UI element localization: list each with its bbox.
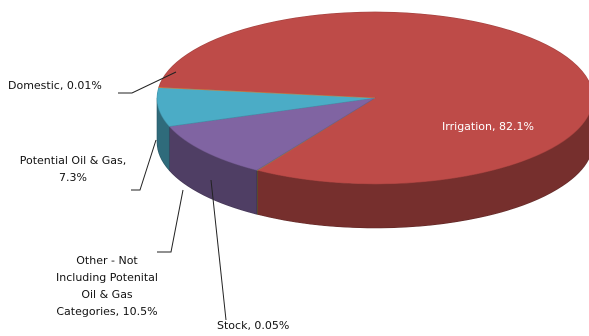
data-label-line: Oil & Gas xyxy=(81,288,133,301)
data-label-potential-oil-gas: Potential Oil & Gas, 7.3% xyxy=(20,154,127,184)
leader-line-domestic xyxy=(118,71,177,94)
leader-line-stock xyxy=(210,179,227,321)
data-label-other-not-including-potenital-oil-gas-categories: Other - Not Including Potenital Oil & Gas C… xyxy=(56,254,158,318)
data-label-line: Other - Not xyxy=(76,254,138,267)
label-leader-lines xyxy=(118,71,227,321)
data-label-domestic: Domestic, 0.01% xyxy=(8,79,102,92)
leader-line-potential-oil-gas xyxy=(131,139,157,191)
data-label-stock: Stock, 0.05% xyxy=(217,319,289,332)
pie-top-faces xyxy=(156,11,589,185)
data-label-line: 7.3% xyxy=(59,171,87,184)
data-label-line: Including Potenital xyxy=(56,271,158,284)
data-label-line: Domestic, 0.01% xyxy=(8,79,102,92)
slice-potential-oil-gas xyxy=(156,87,376,127)
leader-line-other-not-including-potenital-oil-gas-categories xyxy=(157,189,184,253)
data-label-irrigation: Irrigation, 82.1% xyxy=(442,120,534,133)
data-label-line: Irrigation, 82.1% xyxy=(442,120,534,133)
slice-domestic xyxy=(158,87,376,99)
data-label-line: Potential Oil & Gas, xyxy=(20,154,127,167)
slice-other-not-including-potenital-oil-gas-categories xyxy=(168,97,376,171)
data-label-line: Stock, 0.05% xyxy=(217,319,289,332)
data-labels: Irrigation, 82.1% Stock, 0.05% Other - Not… xyxy=(8,79,534,332)
slice-irrigation xyxy=(158,11,589,185)
data-label-line: Categories, 10.5% xyxy=(56,305,157,318)
